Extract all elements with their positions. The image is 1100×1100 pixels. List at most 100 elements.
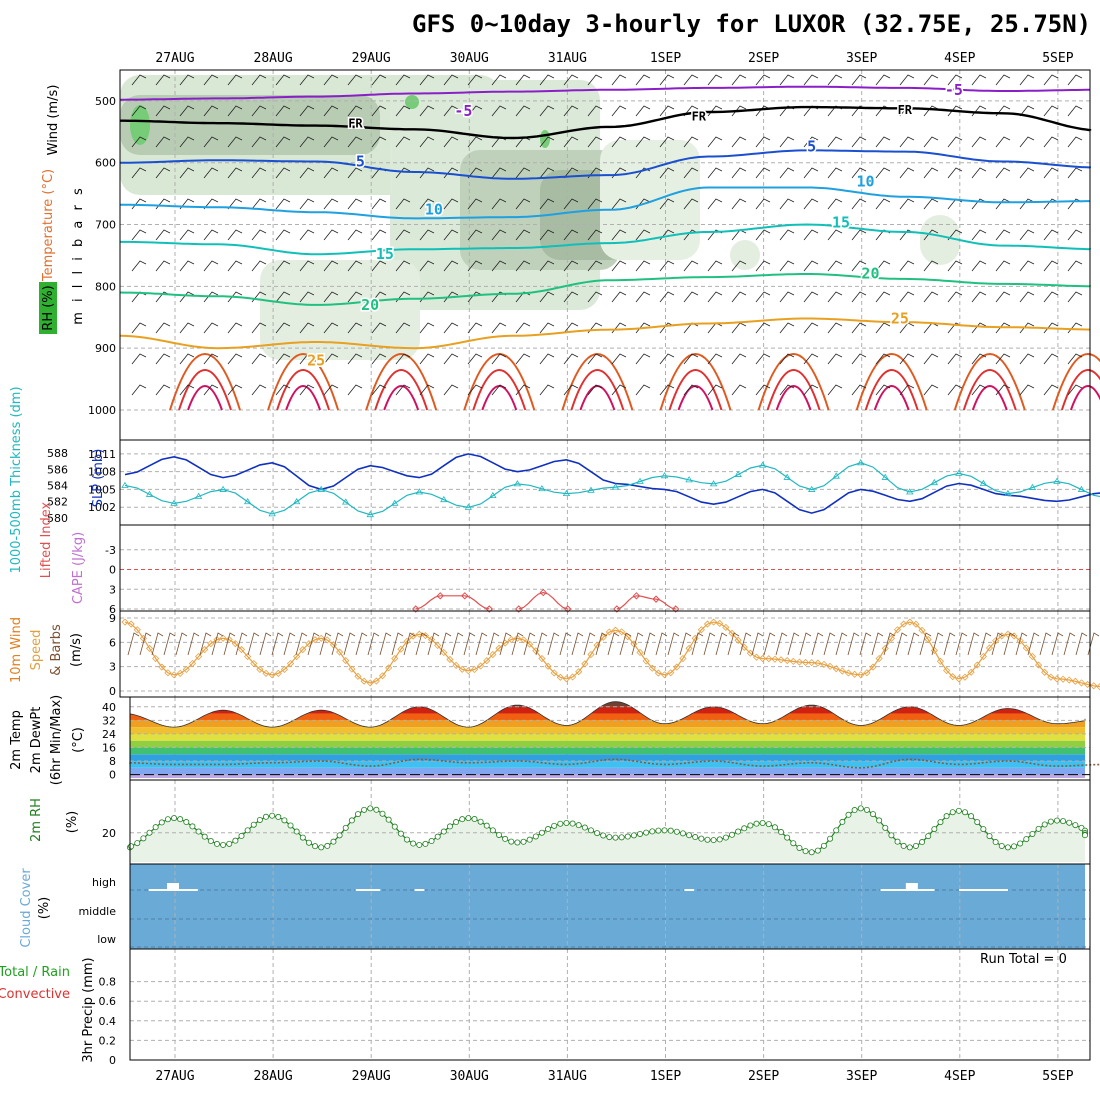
rh-marker [128,843,135,850]
surface-isotherm-loop [962,369,1017,411]
rh-marker [373,806,380,813]
wind-speed-marker [323,636,331,644]
thickness-marker [194,492,203,499]
wind-barb [995,229,1011,241]
wind-barb [251,167,267,179]
wind-barb [611,260,627,272]
temp-color-band [130,747,1085,755]
wind-barb [707,136,723,148]
wind-barb [131,260,147,272]
wind-barb [587,353,603,365]
wind-barb [923,353,939,365]
wind-barb [371,105,387,117]
wind-barb [323,229,339,241]
wind-barb [251,322,267,334]
wind-barb [875,167,891,179]
wind-barb [179,353,195,365]
wind-barb [155,167,171,179]
wind-barb [227,167,243,179]
isotherm-25 [119,317,1091,350]
wind-barb [467,105,483,117]
thickness-marker [832,472,840,479]
wind-barb [1067,136,1083,148]
rh-marker [563,820,570,827]
wind-barb [683,167,699,179]
wind-barb [659,136,675,148]
rh-tick-label: 20 [102,827,116,840]
rh-marker [839,818,846,825]
wind-barb [611,198,627,210]
rh-marker [293,828,300,835]
thickness-marker [734,470,742,477]
wind-barb [371,74,387,86]
thickness-axis-label: 1000-500mb Thickness (dm) [9,386,24,573]
wind-speed-marker [728,629,736,637]
wind-speed-marker [164,669,172,677]
surface-wind-barb [931,632,944,656]
wind-barb [251,260,267,272]
rh-marker [189,823,196,830]
wind-barb [995,260,1011,272]
wind-speed-marker [697,626,705,634]
wind-barb [611,74,627,86]
high-cloud-bar [414,889,425,891]
rh-marker [379,810,386,817]
surface-wind-barb [871,632,884,656]
rh-axis-label-1: 2m RH [29,798,44,842]
surface-wind-barb [883,632,896,656]
rh-marker [238,832,245,839]
wind-barb [1019,229,1035,241]
wind-barb [779,384,795,396]
top-date-label: 30AUG [450,51,489,66]
wind-barb [515,322,531,334]
wind-barb [1043,74,1059,86]
wind-barb [923,136,939,148]
wind-speed-marker [507,635,515,644]
thickness-marker [807,485,816,492]
surface-wind-barb [187,632,200,656]
wind-barb [803,74,819,86]
rh-marker [937,819,944,826]
rh-marker [256,816,263,823]
wind-speed-line [124,621,1100,688]
panel-border [119,524,1091,612]
rh-marker [1041,821,1048,828]
rh-marker [177,816,184,823]
thickness-marker [1028,483,1037,490]
wind-speed-marker [863,669,871,677]
wind-barb [995,353,1011,365]
isotherm-label: FR [348,117,363,131]
slp-axis-label: SLP (mb) [91,449,106,508]
wind-barb [467,353,483,365]
bottom-date-label: 27AUG [155,1069,194,1084]
rh-shading-blob [920,215,960,265]
wind-barb [611,136,627,148]
bottom-date-label: 4SEP [944,1069,975,1084]
wind-barb [251,229,267,241]
wind-barb [1019,74,1035,86]
wind-speed-marker [391,654,399,663]
wind-barb [227,229,243,241]
surface-wind-barb [739,632,752,656]
wind-barb [851,353,867,365]
wind-barb [467,198,483,210]
bottom-date-label: 31AUG [548,1069,587,1084]
surface-wind-barb [415,632,428,656]
temp-tick-label: 16 [102,741,116,754]
wind-barb [227,353,243,365]
temp-tick-label: 32 [102,714,116,727]
wind-speed-marker [244,652,252,661]
wind-barb [539,260,555,272]
surface-wind-barb [127,632,140,656]
isotherm-label: 5 [807,138,816,156]
wind-barb [707,198,723,210]
rh-marker [698,835,705,842]
wind-barb [875,136,891,148]
surface-wind-barb [367,632,380,656]
surface-wind-barb [691,632,704,656]
slp-line [124,453,1100,514]
wind-barb [851,291,867,303]
surface-wind-barb [847,632,860,656]
wind-speed-marker [336,648,344,656]
